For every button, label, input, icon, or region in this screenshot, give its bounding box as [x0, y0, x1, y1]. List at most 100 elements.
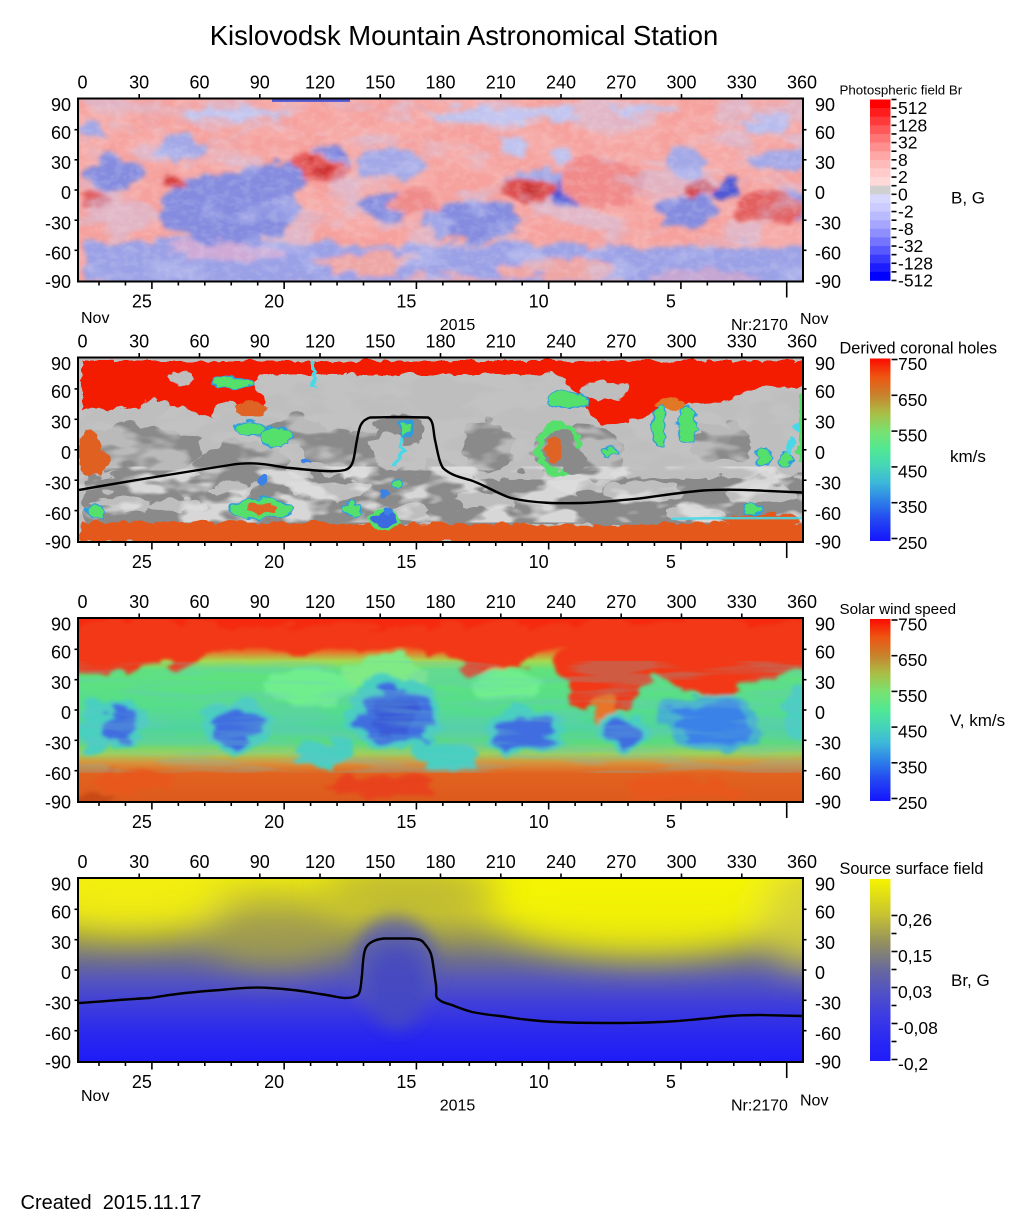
svg-text:Solar wind speed: Solar wind speed — [840, 601, 957, 618]
svg-text:30: 30 — [129, 592, 149, 612]
svg-text:360: 360 — [787, 852, 817, 872]
svg-text:20: 20 — [264, 552, 284, 572]
svg-text:-60: -60 — [45, 764, 71, 784]
svg-text:90: 90 — [250, 332, 270, 352]
svg-text:750: 750 — [898, 354, 927, 374]
svg-text:512: 512 — [898, 98, 927, 118]
svg-text:90: 90 — [51, 95, 71, 115]
svg-text:360: 360 — [787, 332, 817, 352]
svg-text:0: 0 — [61, 183, 71, 203]
svg-text:10: 10 — [529, 292, 549, 312]
svg-text:-0,08: -0,08 — [898, 1018, 938, 1038]
svg-text:2015: 2015 — [440, 317, 476, 334]
svg-text:Created 2015.11.17: Created 2015.11.17 — [21, 1192, 202, 1214]
svg-text:-30: -30 — [45, 994, 71, 1014]
svg-text:-90: -90 — [815, 793, 841, 813]
svg-text:30: 30 — [51, 673, 71, 693]
svg-text:120: 120 — [305, 73, 335, 93]
svg-text:5: 5 — [666, 552, 676, 572]
svg-text:-60: -60 — [815, 1024, 841, 1044]
svg-text:-90: -90 — [815, 272, 841, 292]
svg-text:0: 0 — [61, 963, 71, 983]
svg-text:25: 25 — [132, 292, 152, 312]
svg-text:90: 90 — [815, 875, 835, 895]
svg-text:Photospheric field Br: Photospheric field Br — [840, 83, 963, 98]
svg-text:25: 25 — [132, 812, 152, 832]
svg-text:250: 250 — [898, 793, 927, 813]
svg-text:30: 30 — [815, 413, 835, 433]
svg-text:-90: -90 — [45, 1053, 71, 1073]
svg-text:240: 240 — [546, 332, 576, 352]
svg-text:10: 10 — [529, 1072, 549, 1092]
svg-text:0: 0 — [815, 703, 825, 723]
svg-text:240: 240 — [546, 73, 576, 93]
svg-text:330: 330 — [727, 332, 757, 352]
svg-text:360: 360 — [787, 592, 817, 612]
svg-text:90: 90 — [815, 354, 835, 374]
svg-text:270: 270 — [606, 852, 636, 872]
svg-text:210: 210 — [486, 592, 516, 612]
svg-text:-2: -2 — [898, 202, 914, 222]
svg-text:60: 60 — [189, 592, 209, 612]
svg-text:15: 15 — [396, 552, 416, 572]
svg-text:20: 20 — [264, 292, 284, 312]
svg-text:0: 0 — [815, 963, 825, 983]
svg-text:60: 60 — [815, 643, 835, 663]
svg-text:90: 90 — [815, 615, 835, 635]
svg-text:0: 0 — [77, 332, 87, 352]
svg-text:450: 450 — [898, 722, 927, 742]
svg-text:Derived coronal holes: Derived coronal holes — [840, 340, 997, 358]
svg-text:30: 30 — [815, 933, 835, 953]
svg-text:-32: -32 — [898, 236, 923, 256]
svg-text:240: 240 — [546, 592, 576, 612]
svg-text:0: 0 — [77, 73, 87, 93]
svg-text:-60: -60 — [815, 244, 841, 264]
svg-text:-128: -128 — [898, 253, 933, 273]
svg-text:270: 270 — [606, 332, 636, 352]
svg-text:-30: -30 — [815, 473, 841, 493]
svg-text:km/s: km/s — [950, 447, 986, 466]
svg-text:5: 5 — [666, 812, 676, 832]
svg-text:15: 15 — [396, 812, 416, 832]
svg-text:0,26: 0,26 — [898, 910, 932, 930]
svg-text:210: 210 — [486, 852, 516, 872]
svg-text:90: 90 — [51, 354, 71, 374]
svg-text:0: 0 — [815, 183, 825, 203]
svg-text:750: 750 — [898, 615, 927, 635]
svg-text:330: 330 — [727, 852, 757, 872]
svg-text:0: 0 — [815, 443, 825, 463]
svg-text:-30: -30 — [45, 734, 71, 754]
svg-text:0: 0 — [61, 443, 71, 463]
svg-text:30: 30 — [129, 73, 149, 93]
svg-text:-90: -90 — [815, 1053, 841, 1073]
svg-text:330: 330 — [727, 592, 757, 612]
svg-text:150: 150 — [365, 332, 395, 352]
svg-text:8: 8 — [898, 150, 908, 170]
svg-text:25: 25 — [132, 552, 152, 572]
svg-text:30: 30 — [51, 153, 71, 173]
svg-text:Nov: Nov — [800, 1093, 828, 1110]
svg-text:-60: -60 — [815, 504, 841, 524]
svg-text:2015: 2015 — [440, 1098, 476, 1115]
svg-text:Nov: Nov — [800, 311, 828, 328]
svg-text:270: 270 — [606, 73, 636, 93]
svg-text:30: 30 — [815, 153, 835, 173]
svg-text:-30: -30 — [45, 213, 71, 233]
svg-text:90: 90 — [250, 592, 270, 612]
svg-text:60: 60 — [815, 382, 835, 402]
svg-text:30: 30 — [129, 852, 149, 872]
svg-text:30: 30 — [51, 933, 71, 953]
svg-text:150: 150 — [365, 592, 395, 612]
svg-text:20: 20 — [264, 812, 284, 832]
svg-text:-512: -512 — [898, 271, 933, 291]
svg-text:Nr:2170: Nr:2170 — [731, 317, 788, 334]
svg-text:300: 300 — [666, 332, 696, 352]
svg-text:Source surface field: Source surface field — [840, 860, 984, 878]
svg-text:-90: -90 — [45, 272, 71, 292]
svg-text:Nov: Nov — [81, 1088, 109, 1105]
svg-text:60: 60 — [189, 852, 209, 872]
svg-text:650: 650 — [898, 390, 927, 410]
svg-text:-60: -60 — [815, 764, 841, 784]
svg-text:-30: -30 — [815, 994, 841, 1014]
svg-text:240: 240 — [546, 852, 576, 872]
